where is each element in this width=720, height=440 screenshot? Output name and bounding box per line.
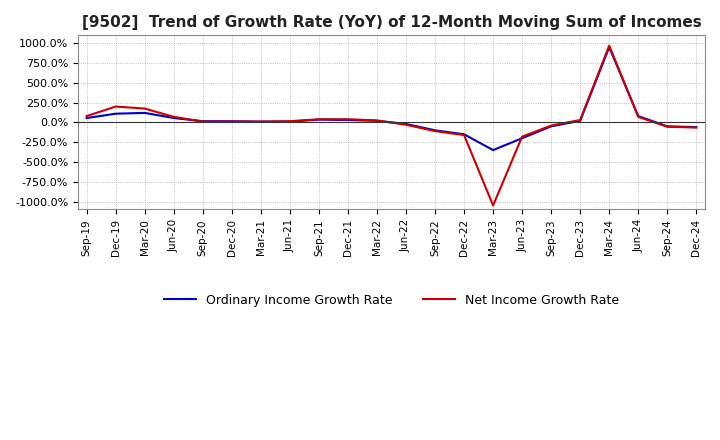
Net Income Growth Rate bbox=[140, 106, 149, 111]
Net Income Growth Rate bbox=[692, 125, 701, 130]
Net Income Growth Rate bbox=[315, 117, 323, 122]
Ordinary Income Growth Rate bbox=[663, 124, 672, 129]
Net Income Growth Rate bbox=[286, 118, 294, 124]
Ordinary Income Growth Rate bbox=[402, 121, 410, 127]
Net Income Growth Rate bbox=[460, 132, 469, 138]
Net Income Growth Rate bbox=[576, 117, 585, 123]
Ordinary Income Growth Rate bbox=[431, 128, 439, 133]
Ordinary Income Growth Rate bbox=[546, 124, 555, 129]
Ordinary Income Growth Rate bbox=[373, 118, 382, 124]
Ordinary Income Growth Rate bbox=[199, 118, 207, 124]
Ordinary Income Growth Rate bbox=[576, 118, 585, 124]
Net Income Growth Rate bbox=[256, 119, 265, 124]
Net Income Growth Rate bbox=[199, 119, 207, 124]
Ordinary Income Growth Rate bbox=[140, 110, 149, 116]
Net Income Growth Rate bbox=[489, 203, 498, 208]
Ordinary Income Growth Rate bbox=[82, 115, 91, 121]
Net Income Growth Rate bbox=[431, 128, 439, 134]
Net Income Growth Rate bbox=[343, 117, 352, 122]
Legend: Ordinary Income Growth Rate, Net Income Growth Rate: Ordinary Income Growth Rate, Net Income … bbox=[159, 289, 624, 312]
Ordinary Income Growth Rate bbox=[605, 44, 613, 50]
Ordinary Income Growth Rate bbox=[286, 119, 294, 124]
Ordinary Income Growth Rate bbox=[460, 132, 469, 137]
Ordinary Income Growth Rate bbox=[343, 117, 352, 123]
Ordinary Income Growth Rate bbox=[692, 125, 701, 130]
Net Income Growth Rate bbox=[402, 122, 410, 128]
Net Income Growth Rate bbox=[634, 114, 642, 120]
Net Income Growth Rate bbox=[169, 114, 178, 120]
Line: Net Income Growth Rate: Net Income Growth Rate bbox=[86, 46, 696, 205]
Ordinary Income Growth Rate bbox=[169, 115, 178, 121]
Net Income Growth Rate bbox=[228, 119, 236, 124]
Ordinary Income Growth Rate bbox=[256, 119, 265, 124]
Net Income Growth Rate bbox=[605, 43, 613, 48]
Ordinary Income Growth Rate bbox=[489, 147, 498, 153]
Title: [9502]  Trend of Growth Rate (YoY) of 12-Month Moving Sum of Incomes: [9502] Trend of Growth Rate (YoY) of 12-… bbox=[81, 15, 701, 30]
Line: Ordinary Income Growth Rate: Ordinary Income Growth Rate bbox=[86, 47, 696, 150]
Net Income Growth Rate bbox=[518, 134, 526, 139]
Net Income Growth Rate bbox=[546, 123, 555, 128]
Net Income Growth Rate bbox=[663, 124, 672, 129]
Ordinary Income Growth Rate bbox=[112, 111, 120, 116]
Ordinary Income Growth Rate bbox=[634, 114, 642, 119]
Ordinary Income Growth Rate bbox=[518, 136, 526, 141]
Net Income Growth Rate bbox=[82, 114, 91, 119]
Ordinary Income Growth Rate bbox=[315, 117, 323, 122]
Net Income Growth Rate bbox=[112, 104, 120, 109]
Net Income Growth Rate bbox=[373, 118, 382, 123]
Ordinary Income Growth Rate bbox=[228, 118, 236, 124]
